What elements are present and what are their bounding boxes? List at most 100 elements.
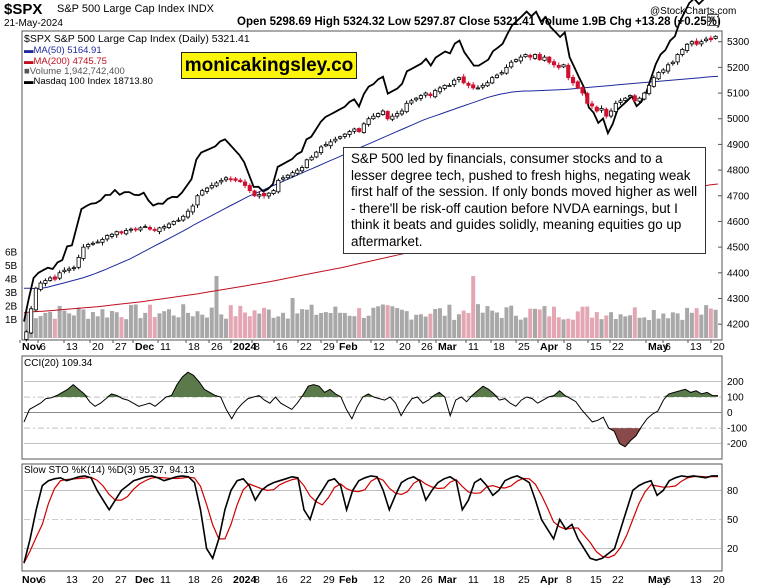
candle-body [713, 35, 718, 39]
candle-body [456, 77, 462, 80]
candle-body [24, 331, 29, 340]
ohlc-summary: Open 5298.69 High 5324.32 Low 5297.87 Cl… [237, 16, 721, 28]
x-tick-label: 27 [115, 341, 127, 353]
candle-body [195, 195, 200, 206]
candle-body [694, 40, 699, 45]
x-tick-label: 20 [399, 341, 411, 353]
x-tick-label: 8 [566, 341, 572, 353]
volume-tick-label: 1B [5, 315, 18, 326]
cci-tick-label: 100 [727, 393, 744, 404]
volume-bar [575, 311, 580, 338]
candle-body [152, 229, 157, 231]
x-tick-label: 29 [323, 341, 335, 353]
candle-body [62, 269, 67, 273]
candle-body [43, 280, 48, 284]
volume-bar [347, 315, 352, 338]
volume-bar [342, 312, 347, 338]
volume-bar [528, 308, 533, 338]
candle-body [523, 54, 528, 58]
volume-bar [285, 318, 290, 338]
candle-body [257, 194, 262, 197]
price-tick-label: 5200 [727, 63, 750, 74]
volume-bar [176, 317, 181, 338]
x-tick-label: 6 [665, 341, 671, 353]
candle-body [689, 41, 694, 45]
volume-bar [338, 312, 343, 338]
volume-bar [133, 304, 138, 338]
sto-label-text: Slow STO %K(14) %D(3) 95.37, 94.13 [24, 465, 195, 476]
volume-bar [390, 306, 395, 338]
volume-bar [685, 307, 690, 338]
legend-ma50: ▬MA(50) 5164.91 [24, 45, 102, 56]
candle-body [466, 82, 471, 86]
volume-bar [694, 308, 699, 338]
volume-bar [708, 308, 713, 338]
volume-bar [57, 305, 62, 338]
volume-bar [580, 306, 585, 338]
candle-body [604, 108, 609, 117]
x-tick-label: 2024 [233, 574, 257, 586]
candle-body [532, 54, 538, 59]
x-tick-label: 22 [612, 341, 624, 353]
volume-bar [295, 313, 300, 338]
volume-bar [281, 312, 286, 338]
candle-body [433, 90, 438, 98]
volume-bar [105, 317, 110, 338]
volume-bar [319, 312, 324, 338]
volume-bar [262, 307, 267, 338]
candle-body [285, 174, 290, 179]
candle-body [409, 100, 414, 104]
volume-bar [219, 314, 224, 338]
candle-body [637, 97, 642, 102]
volume-bar [594, 312, 599, 338]
sto-tick-label: 50 [727, 515, 739, 526]
candle-body [675, 54, 680, 63]
cci-tick-label: 0 [727, 408, 733, 419]
volume-bar [380, 304, 385, 338]
price-tick-label: 5300 [727, 37, 750, 48]
candle-body [76, 256, 81, 268]
volume-tick-label: 4B [5, 275, 18, 286]
x-tick-label: Dec [135, 574, 154, 586]
candle-body [537, 53, 542, 61]
chart-date: 21-May-2024 [4, 18, 63, 29]
x-tick-label: 16 [276, 341, 288, 353]
volume-bar [209, 307, 214, 338]
candle-body [585, 93, 590, 104]
settings-icon[interactable]: ✎ [707, 14, 719, 26]
volume-bar [599, 319, 604, 338]
price-tick-label: 4200 [727, 320, 750, 331]
volume-bar [205, 317, 210, 338]
legend-volume-text: Volume 1,942,742,400 [29, 66, 125, 77]
candle-body [447, 84, 452, 87]
volume-bar [195, 311, 200, 338]
volume-bar [409, 319, 414, 338]
candle-body [485, 82, 490, 87]
volume-bar [414, 314, 419, 338]
volume-bar [471, 276, 476, 338]
candle-body [138, 227, 143, 231]
volume-bar [585, 306, 590, 338]
x-tick-label: 13 [690, 574, 702, 586]
candle-body [699, 41, 704, 45]
candle-body [319, 146, 324, 154]
volume-bar [713, 309, 718, 338]
candle-body [309, 156, 314, 161]
candle-body [627, 95, 633, 98]
candle-body [280, 177, 286, 180]
candle-body [147, 227, 153, 230]
volume-bar [33, 318, 38, 338]
candle-body [670, 61, 675, 65]
watermark: monicakingsley.co [181, 52, 357, 79]
candle-body [300, 167, 305, 172]
volume-bar [666, 318, 671, 338]
price-tick-label: 4300 [727, 294, 750, 305]
volume-bar [590, 317, 595, 338]
candle-body [513, 59, 519, 62]
x-tick-label: 26 [421, 574, 433, 586]
volume-bar [532, 308, 537, 338]
x-tick-label: 12 [373, 341, 385, 353]
candle-body [708, 37, 713, 41]
volume-bar [52, 318, 57, 338]
